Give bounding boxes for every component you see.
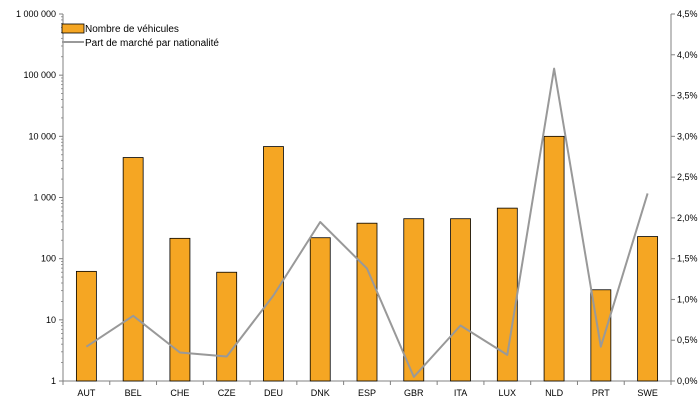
x-tick-label-aut: AUT bbox=[77, 388, 96, 398]
right-y-tick-label: 2,5% bbox=[677, 172, 698, 182]
left-y-tick-label: 1 000 bbox=[33, 193, 56, 203]
legend: Nombre de véhicules Part de marché par n… bbox=[61, 23, 219, 49]
bars-group bbox=[75, 135, 659, 382]
x-tick-label-prt: PRT bbox=[592, 388, 610, 398]
legend-swatch-bars bbox=[61, 23, 85, 34]
x-tick-labels: AUT BEL CHE CZE DEU DNK ESP GBR ITA LUX NLD PRT SWE bbox=[77, 388, 657, 398]
x-tick-label-bel: BEL bbox=[125, 388, 142, 398]
bar-bel bbox=[122, 157, 144, 382]
bar-esp bbox=[356, 222, 378, 382]
left-y-tick-label: 10 000 bbox=[28, 131, 56, 141]
x-tick-label-ita: ITA bbox=[454, 388, 467, 398]
right-y-tick-label: 4,5% bbox=[677, 9, 698, 19]
bar-che bbox=[169, 237, 191, 382]
x-tick-label-che: CHE bbox=[170, 388, 189, 398]
right-y-tick-label: 0,0% bbox=[677, 376, 698, 386]
bar-deu bbox=[263, 146, 284, 382]
x-tick-label-dnk: DNK bbox=[311, 388, 330, 398]
x-tick-label-nld: NLD bbox=[545, 388, 564, 398]
left-y-tick-label: 100 000 bbox=[23, 70, 56, 80]
bar-nld bbox=[543, 135, 565, 382]
x-tick-label-lux: LUX bbox=[499, 388, 517, 398]
right-y-tick-label: 1,5% bbox=[677, 254, 698, 264]
market-share-line bbox=[85, 67, 649, 378]
right-y-tick-label: 0,5% bbox=[677, 335, 698, 345]
right-y-tick-label: 1,0% bbox=[677, 294, 698, 304]
x-tick-label-cze: CZE bbox=[218, 388, 236, 398]
bar-aut bbox=[75, 270, 97, 382]
bar-gbr bbox=[403, 218, 425, 382]
right-y-tick-label: 3,0% bbox=[677, 131, 698, 141]
right-y-tick-label: 2,0% bbox=[677, 213, 698, 223]
left-y-tick-label: 1 000 000 bbox=[16, 9, 56, 19]
right-y-tick-labels: 0,0% 0,5% 1,0% 1,5% 2,0% 2,5% 3,0% 3,5% 4,0% 4,5% bbox=[677, 9, 698, 386]
bar-dnk bbox=[309, 237, 331, 382]
right-y-tick-label: 3,5% bbox=[677, 91, 698, 101]
bar-cze bbox=[216, 271, 238, 382]
x-tick-label-deu: DEU bbox=[264, 388, 283, 398]
bar-ita bbox=[450, 218, 471, 382]
x-tick-label-esp: ESP bbox=[358, 388, 376, 398]
line-group bbox=[85, 67, 649, 378]
bar-swe bbox=[637, 236, 659, 382]
x-tick-label-swe: SWE bbox=[637, 388, 658, 398]
legend-label-line: Part de marché par nationalité bbox=[85, 38, 219, 49]
left-y-tick-label: 10 bbox=[46, 315, 56, 325]
right-y-tick-label: 4,0% bbox=[677, 50, 698, 60]
left-y-tick-label: 1 bbox=[51, 376, 56, 386]
legend-label-bars: Nombre de véhicules bbox=[85, 24, 179, 35]
left-y-tick-labels: 1 10 100 1 000 10 000 100 000 1 000 000 bbox=[16, 9, 56, 386]
left-y-tick-label: 100 bbox=[41, 254, 56, 264]
x-tick-label-gbr: GBR bbox=[404, 388, 424, 398]
